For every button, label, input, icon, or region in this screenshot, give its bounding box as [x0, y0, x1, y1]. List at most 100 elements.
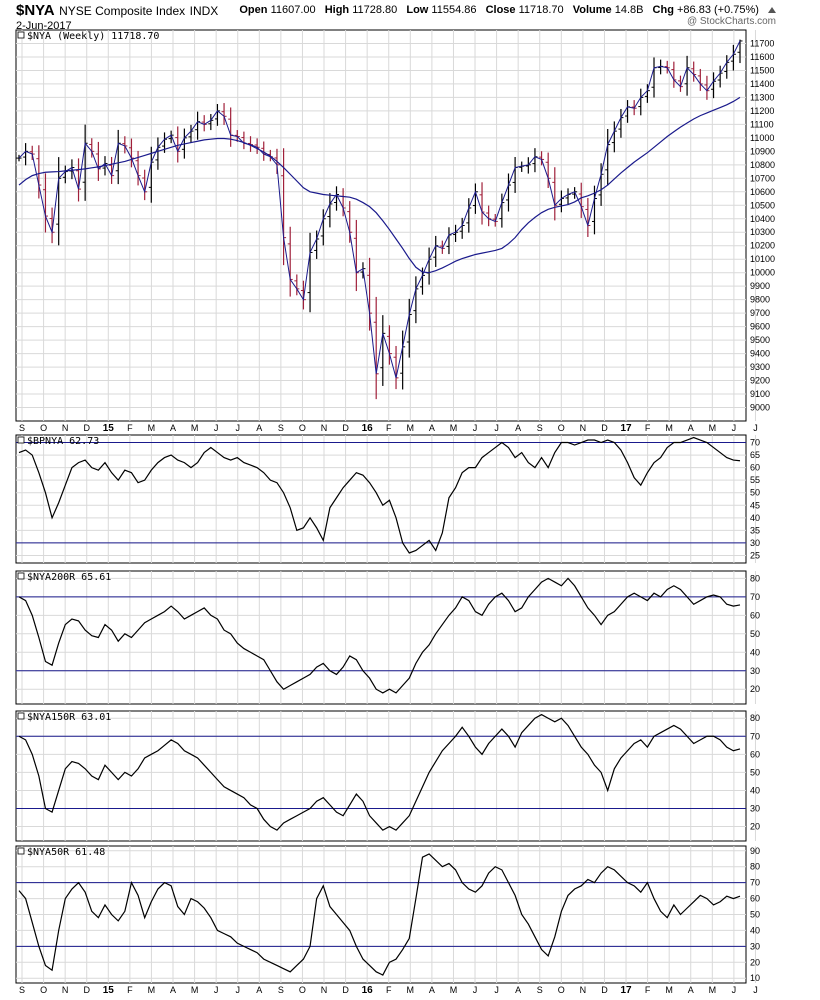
series-line — [18, 577, 741, 694]
moving-average-line — [18, 96, 741, 274]
month-label: M — [191, 985, 199, 995]
month-label: A — [688, 985, 694, 995]
y-tick-label: 30 — [750, 538, 760, 548]
month-label: J — [732, 985, 737, 995]
month-label: A — [429, 423, 435, 433]
y-tick-label: 80 — [750, 573, 760, 583]
volume-label: Volume — [572, 4, 612, 16]
month-label: M — [450, 985, 458, 995]
month-label: F — [127, 985, 133, 995]
y-tick-label: 40 — [750, 647, 760, 657]
month-label: S — [19, 423, 25, 433]
y-tick-label: 9900 — [750, 281, 770, 291]
grid — [16, 846, 756, 983]
month-label: M — [148, 985, 156, 995]
month-label: A — [515, 985, 521, 995]
y-tick-label: 10400 — [750, 214, 775, 224]
close-label: Close — [485, 4, 516, 16]
y-tick-label: 20 — [750, 822, 760, 832]
series-line — [18, 436, 741, 554]
month-label: J — [753, 985, 758, 995]
chart-subheader: 2-Jun-2017 @ StockCharts.com — [16, 16, 776, 32]
month-label: A — [429, 985, 435, 995]
legend-swatch — [17, 712, 25, 720]
y-tick-label: 50 — [750, 910, 760, 920]
y-tick-label: 10100 — [750, 254, 775, 264]
y-tick-label: 60 — [750, 749, 760, 759]
panel-frame — [15, 29, 747, 422]
month-label: M — [709, 423, 717, 433]
month-label: N — [62, 985, 69, 995]
month-label: M — [450, 423, 458, 433]
month-label: M — [407, 985, 415, 995]
panel-frame — [15, 710, 747, 842]
month-label: F — [386, 423, 392, 433]
year-label: 17 — [620, 985, 632, 996]
y-tick-label: 9300 — [750, 362, 770, 372]
month-label: M — [191, 423, 199, 433]
exchange: INDX — [189, 4, 219, 18]
price-bar — [737, 39, 743, 64]
credit: @ StockCharts.com — [686, 16, 776, 27]
y-tick-label: 70 — [750, 878, 760, 888]
month-label: F — [127, 423, 133, 433]
month-label: M — [709, 985, 717, 995]
month-label: S — [278, 423, 284, 433]
month-label: O — [558, 423, 565, 433]
legend-swatch — [17, 31, 25, 39]
y-tick-label: 20 — [750, 957, 760, 967]
chg-value: +86.83 (+0.75%) — [676, 4, 759, 16]
month-label: S — [537, 423, 543, 433]
y-tick-label: 20 — [750, 684, 760, 694]
panel-title: $NYA200R 65.61 — [27, 572, 111, 583]
panel-frame — [15, 570, 747, 705]
chart-header: $NYA NYSE Composite Index INDX Open 1160… — [16, 2, 776, 19]
quote-summary: Open 11607.00 High 11728.80 Low 11554.86… — [239, 4, 776, 16]
panel-nya150r: 20 30 40 50 60 70 80 $NYA150R 63.01 — [15, 710, 760, 842]
month-label: J — [235, 423, 240, 433]
y-tick-label: 70 — [750, 731, 760, 741]
month-label: A — [256, 985, 262, 995]
panel-frame — [15, 434, 747, 564]
month-label: D — [601, 423, 608, 433]
year-label: 16 — [362, 423, 374, 434]
y-tick-label: 10300 — [750, 227, 775, 237]
symbol: $NYA — [16, 2, 55, 19]
y-tick-label: 9600 — [750, 322, 770, 332]
y-tick-label: 50 — [750, 629, 760, 639]
panel-nya200r: 20 30 40 50 60 70 80 $NYA200R 65.61 — [15, 570, 760, 705]
panel-nya50r: 10 20 30 40 50 60 70 80 90 $NYA50R 61.48 — [15, 845, 760, 984]
high-value: 11728.80 — [352, 4, 398, 16]
month-label: F — [386, 985, 392, 995]
month-label: A — [170, 423, 176, 433]
y-tick-label: 9000 — [750, 403, 770, 413]
month-label: O — [299, 985, 306, 995]
y-tick-label: 11600 — [750, 52, 774, 62]
month-label: O — [40, 423, 47, 433]
y-tick-label: 9500 — [750, 335, 770, 345]
y-tick-label: 10500 — [750, 200, 775, 210]
legend-swatch — [17, 572, 25, 580]
y-tick-label: 70 — [750, 592, 760, 602]
y-tick-label: 10900 — [750, 146, 775, 156]
month-label: D — [342, 985, 349, 995]
y-tick-label: 11200 — [750, 106, 774, 116]
panel-nya: 9000 9100 9200 9300 9400 9500 9600 9700 9800 9900… — [15, 29, 775, 422]
high-label: High — [324, 4, 350, 16]
month-label: A — [688, 423, 694, 433]
y-tick-label: 55 — [750, 475, 760, 485]
month-label: J — [473, 423, 478, 433]
y-tick-label: 50 — [750, 488, 760, 498]
y-tick-label: 45 — [750, 500, 760, 510]
month-label: J — [494, 423, 499, 433]
low-value: 11554.86 — [431, 4, 477, 16]
y-tick-label: 60 — [750, 894, 760, 904]
y-tick-label: 11700 — [750, 38, 774, 48]
volume-value: 14.8B — [614, 4, 644, 16]
up-triangle-icon — [768, 7, 776, 14]
chg-label: Chg — [652, 4, 674, 16]
y-tick-label: 50 — [750, 767, 760, 777]
month-label: J — [235, 985, 240, 995]
series-line — [18, 853, 741, 976]
